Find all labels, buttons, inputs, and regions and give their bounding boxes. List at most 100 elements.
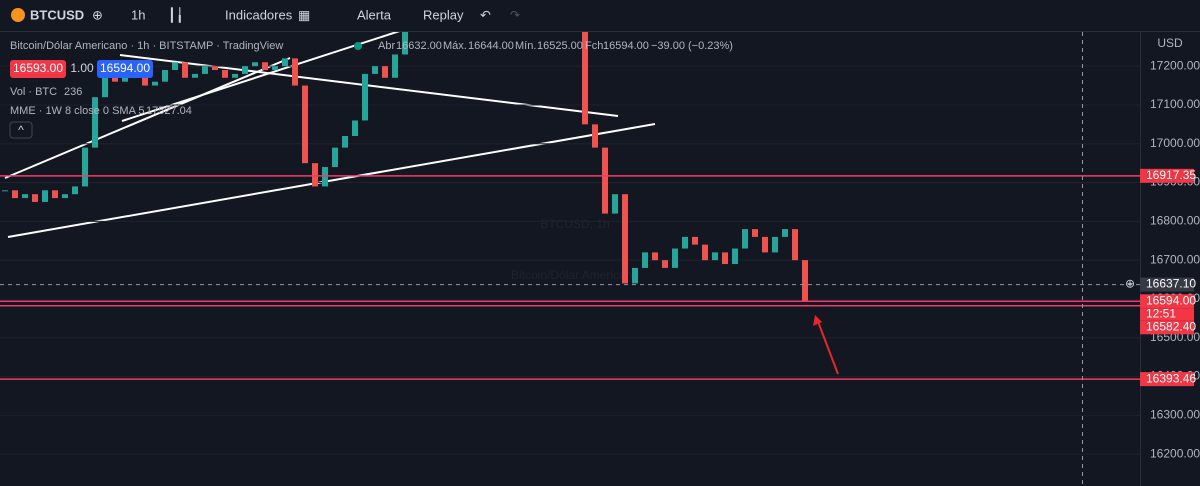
ask[interactable]: 16594.00 [100, 61, 150, 75]
candle [282, 58, 288, 67]
buy-button[interactable] [97, 60, 153, 78]
candle [322, 167, 328, 187]
candle [272, 66, 278, 71]
open: 16632.00 [396, 40, 442, 52]
candle [252, 62, 258, 67]
candle [712, 252, 718, 261]
candle [692, 236, 698, 245]
high-label: Máx. [443, 40, 467, 52]
candle [392, 54, 398, 78]
y-tick-label: 17100.00 [1150, 97, 1200, 111]
add-symbol[interactable]: ⊕ [92, 7, 103, 22]
candle [722, 252, 728, 265]
candle [702, 244, 708, 261]
candle [632, 267, 638, 284]
collapse-button[interactable] [9, 121, 33, 139]
close: 16594.00 [603, 40, 649, 52]
countdown-bg [1140, 308, 1194, 321]
candle [152, 81, 158, 86]
layout[interactable]: ▦ [298, 7, 310, 22]
chart-type[interactable]: ┃╽ [168, 6, 184, 23]
indicators[interactable]: Indicadores [225, 7, 293, 22]
candle [92, 97, 98, 148]
currency[interactable]: USD [1157, 36, 1183, 50]
candle [292, 58, 298, 86]
candle [162, 70, 168, 82]
low-label: Mín. [515, 40, 536, 52]
candle [62, 194, 68, 199]
candle [242, 66, 248, 74]
candle [122, 77, 128, 82]
volume-label: Vol · BTC [10, 86, 57, 98]
candle [82, 147, 88, 187]
candle [742, 229, 748, 249]
candle [52, 190, 58, 199]
candle [42, 190, 48, 202]
candle [762, 236, 768, 253]
ema-label: MME · 1W 8 close 0 SMA 5 [10, 105, 144, 117]
candle [2, 190, 8, 192]
countdown: 12:51 [1146, 306, 1176, 320]
watermark-sub: Bitcoin/Dólar Americano [511, 268, 639, 282]
candle [262, 62, 268, 71]
level-label: 16917.35 [1146, 168, 1196, 182]
candle [372, 66, 378, 74]
interval[interactable]: 1h [131, 7, 145, 22]
candle [752, 229, 758, 237]
candle [362, 73, 368, 121]
sell-button[interactable] [10, 60, 66, 78]
redo[interactable]: ↷ [510, 8, 520, 22]
plot: BTCUSD, 1h Bitcoin/Dólar Americano [0, 32, 1140, 455]
candle [672, 248, 678, 268]
spread: 1.00 [70, 61, 94, 75]
y-tick-label: 17000.00 [1150, 136, 1200, 150]
y-tick-label: 16800.00 [1150, 214, 1200, 228]
candle [22, 194, 28, 199]
legend-title: Bitcoin/Dólar Americano · 1h · BITSTAMP … [10, 40, 283, 52]
collapse-icon[interactable]: ^ [18, 123, 24, 137]
candle [802, 260, 808, 302]
candle [662, 260, 668, 268]
crosshair-label: 16637.10 [1146, 277, 1196, 291]
level-label-bg [1140, 168, 1194, 183]
undo[interactable]: ↶ [480, 7, 491, 22]
candle [332, 147, 338, 168]
candle [32, 194, 38, 202]
alert[interactable]: Alerta [357, 7, 392, 22]
crosshair-plus: ⊕ [1125, 277, 1135, 291]
candle [612, 194, 618, 214]
arrow [816, 318, 839, 375]
open-label: Abr [378, 40, 395, 52]
high: 16644.00 [468, 40, 514, 52]
arrow-head [813, 315, 822, 326]
candle [72, 186, 78, 195]
y-tick-label: 16200.00 [1150, 446, 1200, 460]
candle [212, 66, 218, 71]
candle [792, 229, 798, 261]
candle [222, 70, 228, 78]
price-label-bg [1140, 294, 1194, 309]
close-label: Fch [585, 40, 603, 52]
level-label: 16582.40 [1146, 319, 1196, 333]
candle [12, 190, 18, 199]
candle [622, 194, 628, 284]
y-tick-label: 17200.00 [1150, 58, 1200, 72]
replay[interactable]: Replay [423, 7, 464, 22]
candle [182, 62, 188, 78]
btc-icon [11, 8, 25, 22]
level-label: 16393.46 [1146, 371, 1196, 385]
candle [682, 236, 688, 249]
volume: 236 [64, 86, 82, 98]
bid[interactable]: 16593.00 [13, 61, 63, 75]
candle [232, 73, 238, 78]
candle [312, 163, 318, 187]
symbol[interactable]: BTCUSD [30, 7, 84, 22]
level-label-bg [1140, 372, 1194, 387]
toolbar [0, 0, 1200, 31]
status [354, 42, 362, 50]
candle [732, 248, 738, 265]
ema: 17527.04 [146, 105, 192, 117]
candle [642, 252, 648, 268]
